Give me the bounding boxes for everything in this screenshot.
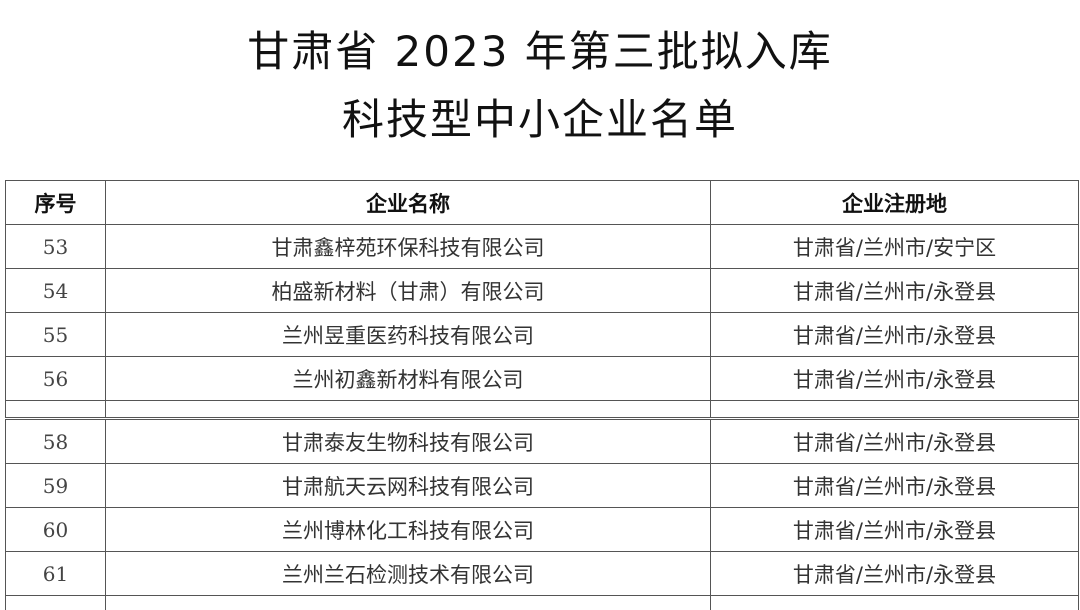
cell-cut-off bbox=[106, 596, 711, 610]
cell-serial-number: 55 bbox=[6, 313, 106, 357]
header-serial-number: 序号 bbox=[6, 181, 106, 225]
cell-serial-number: 54 bbox=[6, 269, 106, 313]
cell-cut-off bbox=[106, 401, 711, 419]
cell-enterprise-name: 兰州兰石检测技术有限公司 bbox=[106, 552, 711, 596]
cell-enterprise-name: 兰州初鑫新材料有限公司 bbox=[106, 357, 711, 401]
cell-cut-off bbox=[711, 596, 1079, 610]
cell-enterprise-name: 兰州昱重医药科技有限公司 bbox=[106, 313, 711, 357]
cell-serial-number: 58 bbox=[6, 419, 106, 464]
cell-registered-location: 甘肃省/兰州市/永登县 bbox=[711, 357, 1079, 401]
cell-enterprise-name: 甘肃鑫梓苑环保科技有限公司 bbox=[106, 225, 711, 269]
cell-serial-number: 53 bbox=[6, 225, 106, 269]
table-row-partial bbox=[6, 596, 1079, 610]
cell-registered-location: 甘肃省/兰州市/永登县 bbox=[711, 552, 1079, 596]
cell-registered-location: 甘肃省/兰州市/永登县 bbox=[711, 313, 1079, 357]
cell-cut-off bbox=[711, 401, 1079, 419]
document-title-line1: 甘肃省 2023 年第三批拟入库 bbox=[0, 18, 1080, 79]
table-row-partial bbox=[6, 401, 1079, 419]
cell-serial-number: 61 bbox=[6, 552, 106, 596]
cell-cut-off bbox=[6, 401, 106, 419]
header-enterprise-name: 企业名称 bbox=[106, 181, 711, 225]
cell-serial-number: 59 bbox=[6, 464, 106, 508]
header-registered-location: 企业注册地 bbox=[711, 181, 1079, 225]
cell-registered-location: 甘肃省/兰州市/永登县 bbox=[711, 508, 1079, 552]
cell-enterprise-name: 兰州博林化工科技有限公司 bbox=[106, 508, 711, 552]
cell-enterprise-name: 柏盛新材料（甘肃）有限公司 bbox=[106, 269, 711, 313]
table-header-row: 序号 企业名称 企业注册地 bbox=[6, 181, 1079, 225]
cell-enterprise-name: 甘肃航天云网科技有限公司 bbox=[106, 464, 711, 508]
cell-registered-location: 甘肃省/兰州市/永登县 bbox=[711, 419, 1079, 464]
cell-enterprise-name: 甘肃泰友生物科技有限公司 bbox=[106, 419, 711, 464]
cell-serial-number: 60 bbox=[6, 508, 106, 552]
cell-cut-off bbox=[6, 596, 106, 610]
cell-registered-location: 甘肃省/兰州市/永登县 bbox=[711, 464, 1079, 508]
cell-registered-location: 甘肃省/兰州市/永登县 bbox=[711, 269, 1079, 313]
cell-serial-number: 56 bbox=[6, 357, 106, 401]
cell-registered-location: 甘肃省/兰州市/安宁区 bbox=[711, 225, 1079, 269]
document-title-line2: 科技型中小企业名单 bbox=[0, 86, 1080, 147]
